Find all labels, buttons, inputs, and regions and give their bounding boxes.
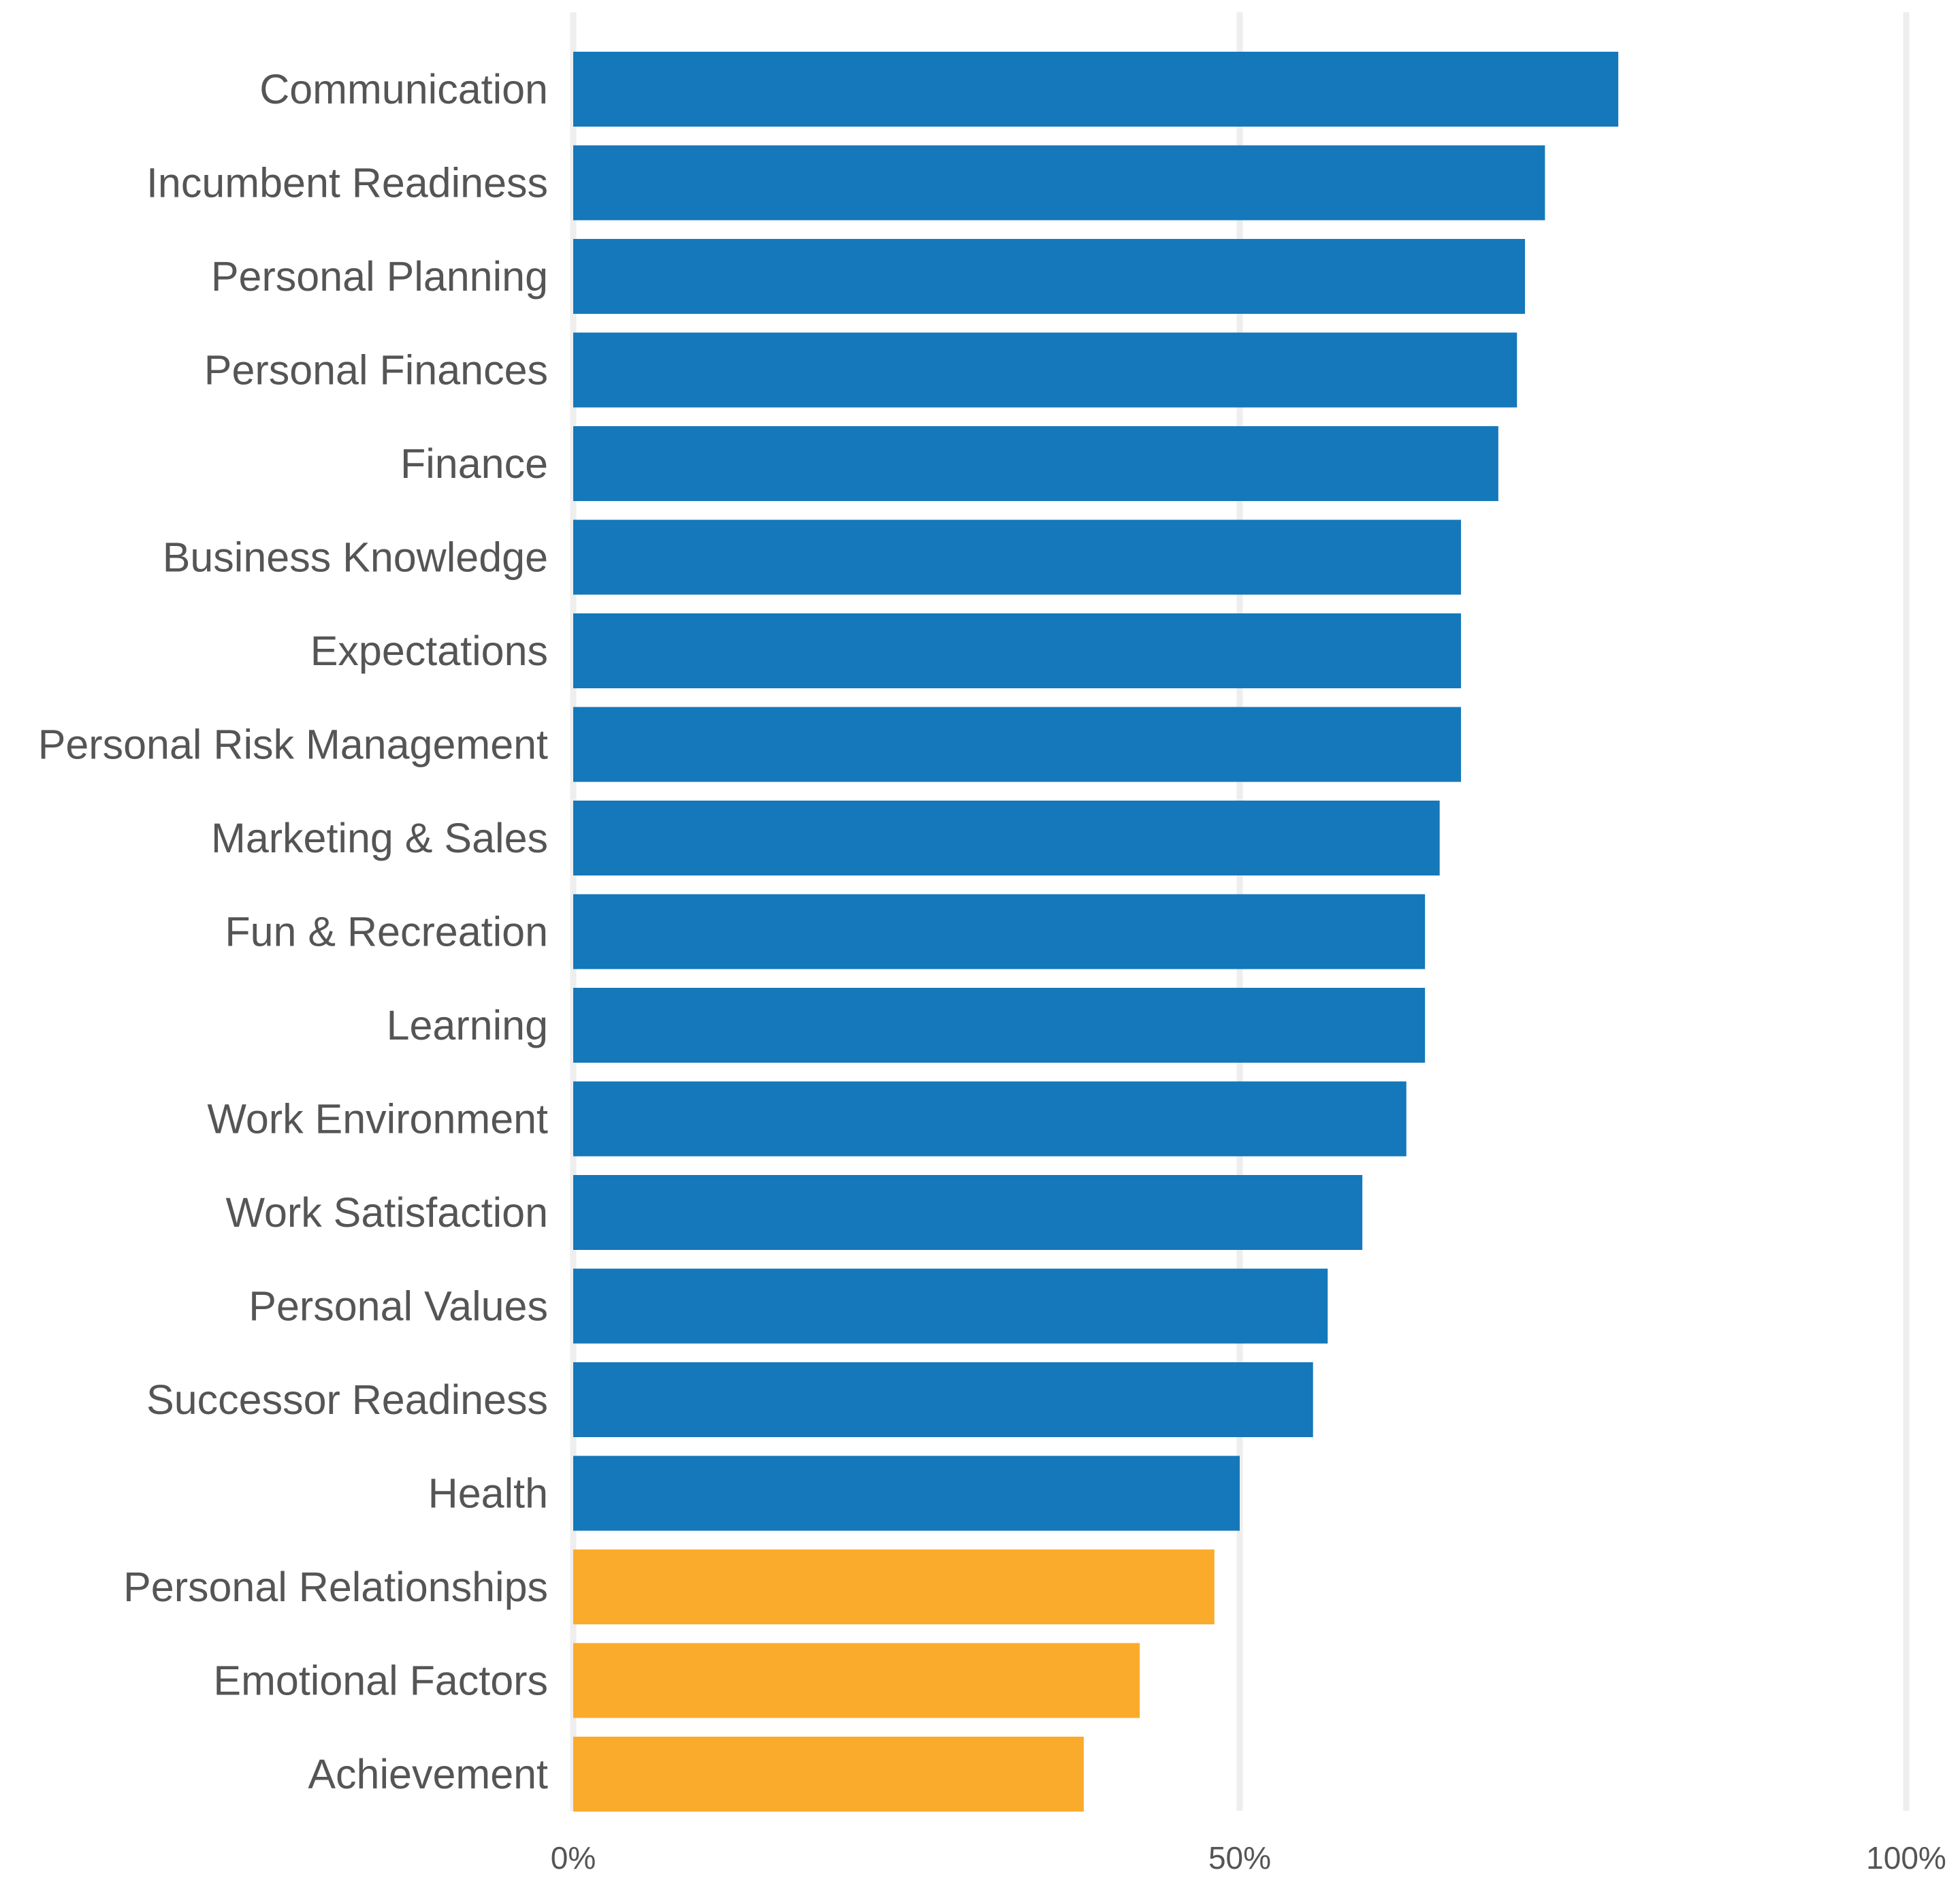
bar-work-satisfaction [573, 1175, 1363, 1250]
bar-personal-risk-management [573, 707, 1462, 782]
bar-incumbent-readiness [573, 145, 1545, 221]
bars [573, 52, 1619, 1812]
category-label: Marketing & Sales [211, 815, 548, 861]
bar-personal-finances [573, 332, 1517, 408]
bar-successor-readiness [573, 1362, 1313, 1437]
category-label: Incumbent Readiness [146, 160, 548, 206]
category-label: Personal Risk Management [38, 722, 548, 768]
category-label: Achievement [308, 1751, 548, 1797]
bar-personal-relationships [573, 1549, 1215, 1624]
category-label: Business Knowledge [163, 534, 548, 581]
bar-personal-planning [573, 239, 1526, 314]
category-label: Work Satisfaction [226, 1189, 549, 1236]
category-label: Personal Values [248, 1283, 548, 1330]
category-label: Health [428, 1470, 548, 1517]
bar-work-environment [573, 1081, 1407, 1157]
bar-fun-recreation [573, 894, 1426, 969]
bar-emotional-factors [573, 1643, 1140, 1718]
category-label: Emotional Factors [213, 1658, 548, 1704]
category-label: Successor Readiness [146, 1377, 548, 1423]
category-label: Fun & Recreation [225, 909, 548, 955]
bar-expectations [573, 613, 1462, 688]
category-label: Personal Finances [204, 347, 548, 393]
bar-communication [573, 52, 1619, 127]
category-label: Personal Planning [211, 253, 548, 300]
bar-business-knowledge [573, 519, 1462, 595]
category-label: Expectations [310, 628, 548, 674]
bar-finance [573, 426, 1498, 501]
bar-achievement [573, 1737, 1084, 1812]
bar-personal-values [573, 1268, 1328, 1344]
category-label: Communication [259, 66, 548, 112]
bar-health [573, 1456, 1240, 1531]
bar-marketing-sales [573, 801, 1440, 875]
bar-learning [573, 988, 1426, 1063]
category-labels: Communication Incumbent Readiness Personal… [38, 66, 548, 1797]
category-label: Learning [387, 1002, 548, 1048]
x-axis-tick-labels: 0% 50% 100% [551, 1840, 1946, 1876]
x-tick-label: 50% [1208, 1840, 1271, 1876]
x-tick-label: 100% [1866, 1840, 1946, 1876]
category-label: Finance [400, 440, 548, 487]
category-label: Personal Relationships [123, 1564, 548, 1610]
category-label: Work Environment [207, 1096, 548, 1142]
x-tick-label: 0% [551, 1840, 596, 1876]
